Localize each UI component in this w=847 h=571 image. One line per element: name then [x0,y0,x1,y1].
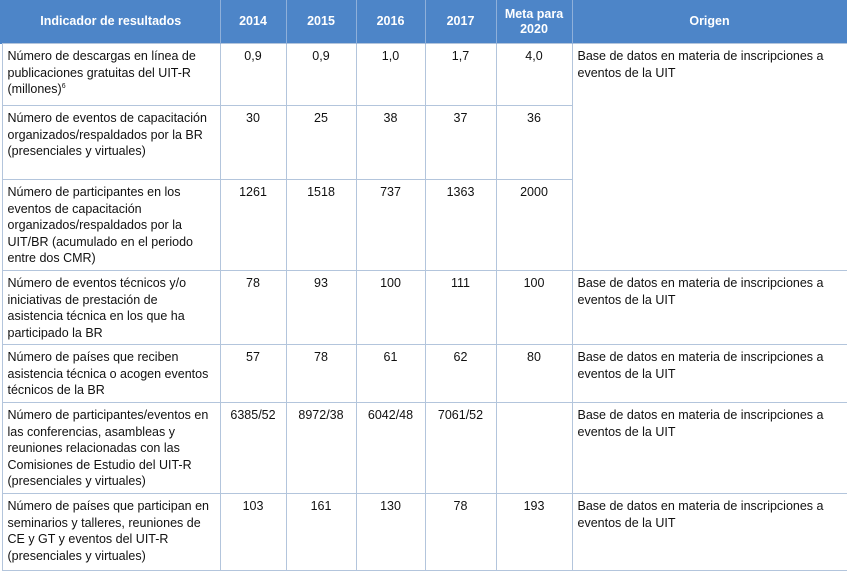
value-target-2020: 80 [495,344,573,403]
indicator-text: Número de descargas en línea de publicac… [7,49,196,96]
value-2016: 737 [355,179,426,271]
value-target-2020: 2000 [495,179,573,271]
value-2015: 1518 [285,179,357,271]
table-row: Número de países que reciben asistencia … [0,344,847,403]
value-target-2020: 36 [495,105,573,180]
indicator-cell: Número de países que participan en semin… [1,493,221,571]
table-row: Número de países que participan en semin… [0,493,847,571]
value-2017: 78 [424,493,497,571]
value-2014: 1261 [219,179,287,271]
value-2014: 103 [219,493,287,571]
value-2015: 93 [285,270,357,345]
header-2014: 2014 [220,0,287,44]
value-target-2020: 193 [495,493,573,571]
source-cell: Base de datos en materia de inscripcione… [571,402,847,494]
indicator-cell: Número de eventos de capacitación organi… [1,105,221,180]
value-2015: 25 [285,105,357,180]
source-cell: Base de datos en materia de inscripcione… [571,43,847,106]
value-2014: 6385/52 [219,402,287,494]
value-2014: 30 [219,105,287,180]
source-cell [571,179,847,271]
header-lead [0,0,2,44]
header-2015: 2015 [286,0,357,44]
value-2017: 62 [424,344,497,403]
indicator-cell: Número de eventos técnicos y/o iniciativ… [1,270,221,345]
value-target-2020 [495,402,573,494]
table-row: Número de descargas en línea de publicac… [0,43,847,106]
indicator-cell: Número de países que reciben asistencia … [1,344,221,403]
value-2017: 37 [424,105,497,180]
value-2014: 78 [219,270,287,345]
value-2017: 7061/52 [424,402,497,494]
header-2017: 2017 [425,0,497,44]
value-2015: 78 [285,344,357,403]
table-row: Número de eventos de capacitación organi… [0,105,847,180]
value-2015: 8972/38 [285,402,357,494]
table-header-row: Indicador de resultados 2014 2015 2016 2… [0,0,847,44]
value-2016: 38 [355,105,426,180]
indicator-cell: Número de descargas en línea de publicac… [1,43,221,106]
value-2016: 61 [355,344,426,403]
value-2014: 0,9 [219,43,287,106]
source-cell [571,105,847,180]
source-cell: Base de datos en materia de inscripcione… [571,344,847,403]
value-2016: 130 [355,493,426,571]
header-2016: 2016 [356,0,426,44]
value-2017: 1363 [424,179,497,271]
header-source: Origen [572,0,847,44]
table-row: Número de participantes en los eventos d… [0,179,847,271]
source-cell: Base de datos en materia de inscripcione… [571,270,847,345]
value-2016: 6042/48 [355,402,426,494]
indicator-cell: Número de participantes/eventos en las c… [1,402,221,494]
indicator-cell: Número de participantes en los eventos d… [1,179,221,271]
value-target-2020: 4,0 [495,43,573,106]
value-2017: 1,7 [424,43,497,106]
value-2016: 100 [355,270,426,345]
table-row: Número de eventos técnicos y/o iniciativ… [0,270,847,345]
header-target-2020: Meta para 2020 [496,0,573,44]
value-2015: 161 [285,493,357,571]
value-2014: 57 [219,344,287,403]
value-2017: 111 [424,270,497,345]
value-target-2020: 100 [495,270,573,345]
value-2016: 1,0 [355,43,426,106]
footnote-marker: 6 [61,82,66,90]
value-2015: 0,9 [285,43,357,106]
source-cell: Base de datos en materia de inscripcione… [571,493,847,571]
header-indicator: Indicador de resultados [2,0,221,44]
table-row: Número de participantes/eventos en las c… [0,402,847,494]
